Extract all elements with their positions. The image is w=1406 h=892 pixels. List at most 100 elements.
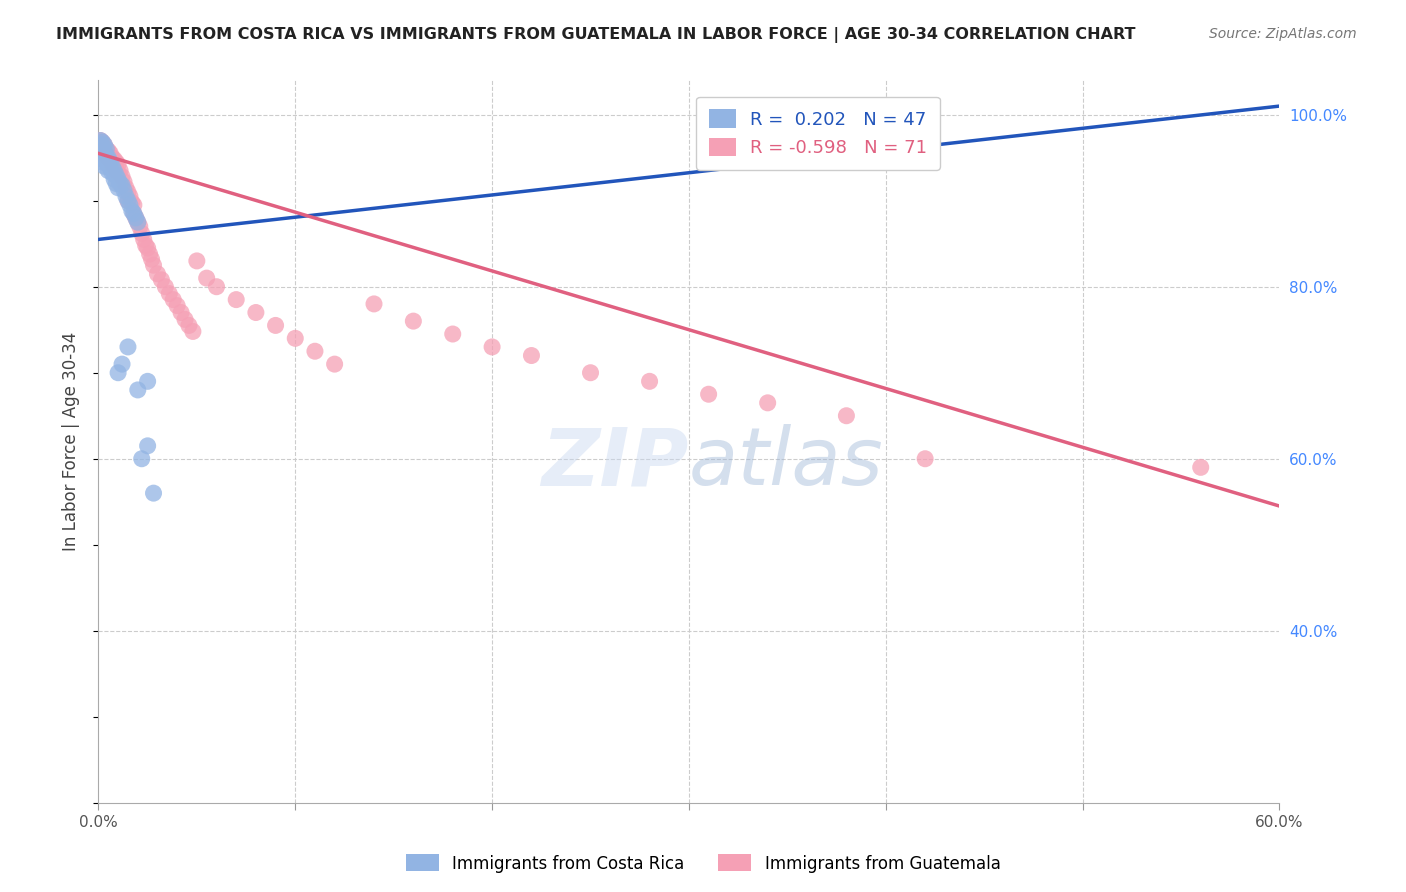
Point: [127, 215, 149, 229]
Point: [112, 175, 135, 189]
Point: [103, 163, 125, 178]
Point: [117, 194, 139, 208]
Text: Source: ZipAtlas.com: Source: ZipAtlas.com: [1209, 27, 1357, 41]
Point: [121, 195, 143, 210]
Point: [127, 383, 149, 397]
Point: [205, 279, 228, 293]
Point: [150, 273, 173, 287]
Point: [136, 241, 159, 255]
Point: [93, 151, 115, 165]
Point: [91, 135, 114, 149]
Point: [177, 318, 200, 333]
Point: [835, 409, 858, 423]
Point: [111, 357, 134, 371]
Point: [363, 297, 385, 311]
Point: [131, 227, 153, 241]
Point: [117, 194, 139, 208]
Point: [101, 159, 124, 173]
Y-axis label: In Labor Force | Age 30-34: In Labor Force | Age 30-34: [62, 332, 80, 551]
Point: [98, 155, 121, 169]
Point: [155, 279, 177, 293]
Point: [105, 168, 128, 182]
Point: [108, 163, 131, 178]
Point: [96, 142, 118, 156]
Point: [89, 151, 111, 165]
Point: [105, 177, 128, 191]
Point: [132, 232, 155, 246]
Point: [101, 166, 124, 180]
Point: [195, 271, 218, 285]
Point: [122, 206, 145, 220]
Point: [402, 314, 425, 328]
Point: [122, 198, 145, 212]
Point: [441, 326, 464, 341]
Point: [89, 133, 111, 147]
Point: [174, 312, 197, 326]
Point: [89, 133, 111, 147]
Point: [89, 142, 111, 156]
Point: [115, 189, 138, 203]
Point: [264, 318, 287, 333]
Point: [125, 211, 148, 225]
Point: [107, 172, 129, 186]
Point: [107, 158, 129, 172]
Point: [105, 163, 128, 178]
Point: [91, 142, 114, 156]
Point: [914, 451, 936, 466]
Point: [142, 258, 165, 272]
Point: [111, 178, 134, 193]
Point: [579, 366, 602, 380]
Point: [157, 286, 180, 301]
Point: [225, 293, 247, 307]
Point: [284, 331, 307, 345]
Point: [117, 185, 139, 199]
Point: [141, 252, 163, 267]
Text: IMMIGRANTS FROM COSTA RICA VS IMMIGRANTS FROM GUATEMALA IN LABOR FORCE | AGE 30-: IMMIGRANTS FROM COSTA RICA VS IMMIGRANTS…: [56, 27, 1136, 43]
Point: [131, 451, 153, 466]
Point: [97, 144, 120, 158]
Point: [93, 137, 115, 152]
Point: [91, 155, 114, 169]
Point: [101, 151, 124, 165]
Point: [122, 206, 145, 220]
Point: [103, 153, 125, 167]
Point: [304, 344, 326, 359]
Point: [108, 177, 131, 191]
Point: [91, 135, 114, 149]
Point: [101, 158, 124, 172]
Legend: R =  0.202   N = 47, R = -0.598   N = 71: R = 0.202 N = 47, R = -0.598 N = 71: [696, 96, 939, 169]
Point: [97, 158, 120, 172]
Point: [697, 387, 720, 401]
Point: [96, 149, 118, 163]
Point: [111, 169, 134, 184]
Point: [98, 161, 121, 175]
Point: [638, 375, 661, 389]
Point: [96, 142, 118, 156]
Point: [96, 155, 118, 169]
Point: [1189, 460, 1212, 475]
Point: [118, 198, 141, 212]
Point: [103, 172, 125, 186]
Point: [166, 299, 188, 313]
Point: [97, 151, 120, 165]
Point: [89, 146, 111, 161]
Point: [146, 267, 169, 281]
Text: atlas: atlas: [689, 425, 884, 502]
Point: [93, 144, 115, 158]
Point: [520, 349, 543, 363]
Point: [136, 375, 159, 389]
Point: [105, 155, 128, 169]
Point: [91, 146, 114, 161]
Point: [245, 305, 267, 319]
Point: [97, 151, 120, 165]
Point: [107, 166, 129, 180]
Point: [170, 305, 193, 319]
Text: ZIP: ZIP: [541, 425, 689, 502]
Point: [91, 142, 114, 156]
Point: [98, 146, 121, 161]
Point: [93, 144, 115, 158]
Point: [103, 159, 125, 173]
Point: [107, 366, 129, 380]
Point: [98, 153, 121, 167]
Point: [162, 293, 184, 307]
